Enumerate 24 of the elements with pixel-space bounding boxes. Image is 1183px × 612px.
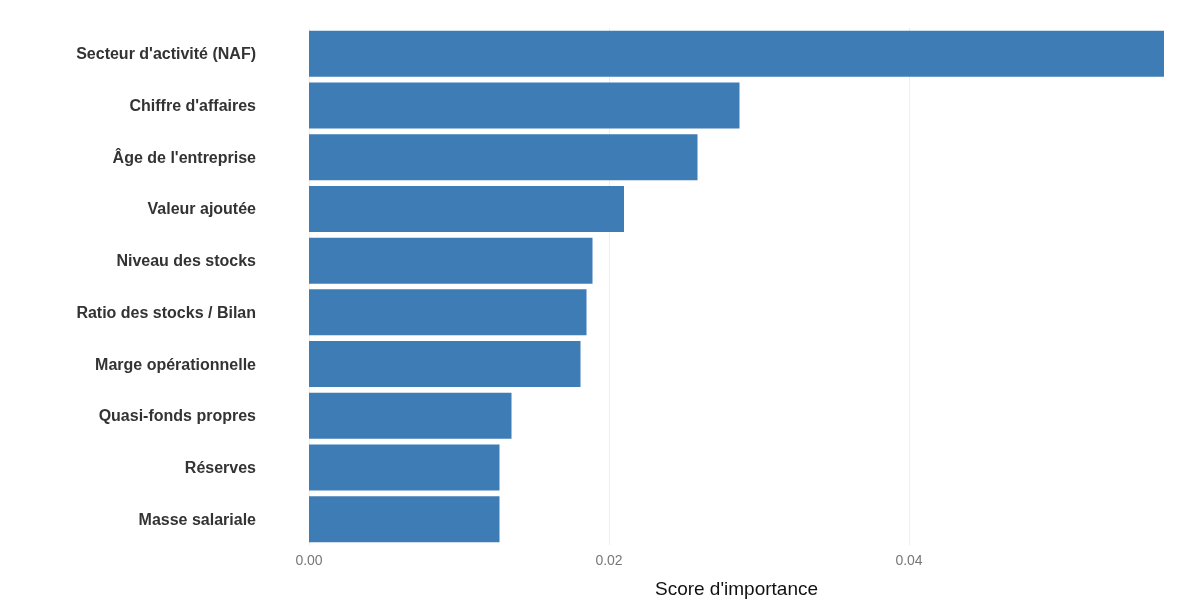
bar (309, 134, 698, 181)
bar (309, 289, 587, 336)
y-tick-label: Marge opérationnelle (95, 355, 257, 373)
y-tick-label: Chiffre d'affaires (129, 97, 257, 115)
bar (309, 496, 500, 543)
bar (309, 341, 581, 388)
x-tick-label: 0.02 (595, 552, 623, 568)
y-tick-label: Masse salariale (138, 510, 257, 528)
x-tick-label: 0.00 (295, 552, 323, 568)
bar (309, 185, 624, 232)
y-tick-label: Quasi-fonds propres (98, 407, 257, 425)
bar (309, 82, 740, 129)
y-tick-label: Âge de l'entreprise (112, 147, 257, 166)
y-tick-label: Secteur d'activité (NAF) (76, 45, 256, 63)
y-tick-label: Niveau des stocks (116, 252, 257, 270)
x-tick-label: 0.04 (895, 552, 923, 568)
x-axis-title: Score d'importance (654, 578, 819, 599)
bar (309, 30, 1164, 77)
bar (309, 444, 500, 491)
y-tick-label: Valeur ajoutée (147, 200, 257, 218)
y-tick-label: Ratio des stocks / Bilan (76, 303, 256, 321)
bar (309, 237, 593, 284)
y-tick-label: Réserves (184, 458, 257, 476)
bar (309, 392, 512, 439)
